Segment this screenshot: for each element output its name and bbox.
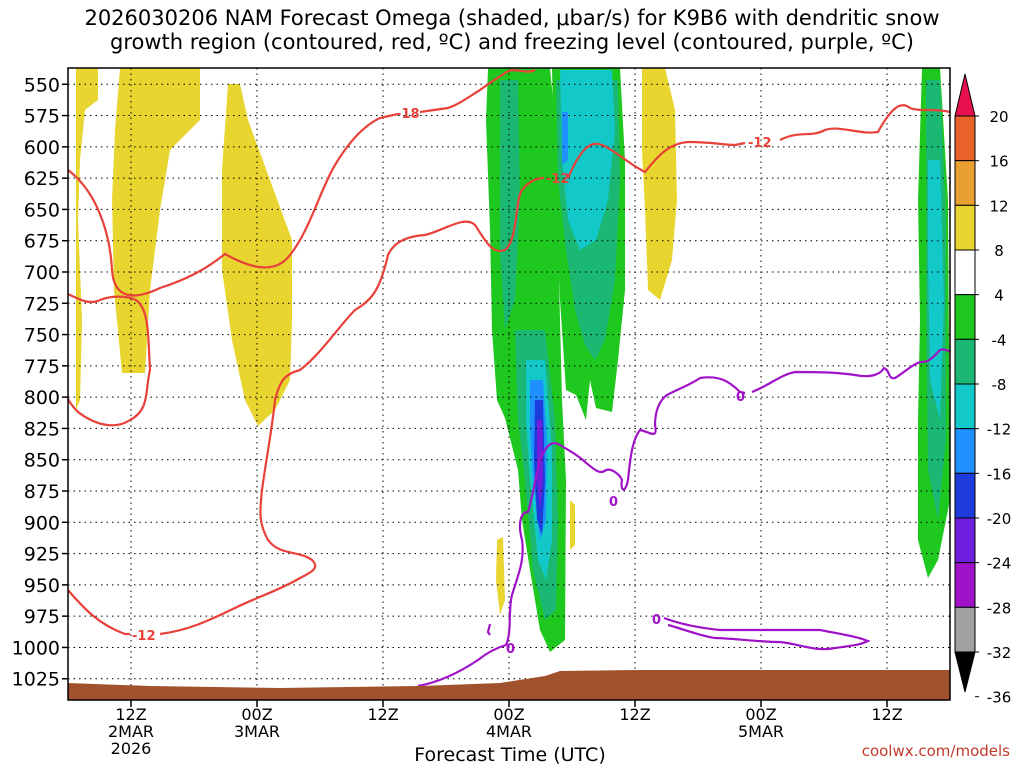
omega-yellow-region-5 — [496, 537, 505, 615]
y-tick-label-800: 800 — [24, 387, 60, 409]
y-tick-label-1000: 1000 — [12, 637, 60, 659]
colorbar-label-3: 8 — [994, 242, 1004, 260]
x-tick-label-3-0: 00Z — [493, 705, 524, 724]
x-tick-label-1-0: 00Z — [241, 705, 272, 724]
red-label-1: -18 — [396, 107, 420, 122]
purple-contours — [417, 348, 950, 688]
y-tick-label-650: 650 — [24, 199, 60, 221]
y-axis: 550 575 600 625 650 675 700 725 750 775 800 825 850 8… — [12, 74, 68, 691]
omega-blue-region-2 — [562, 112, 568, 165]
colorbar-box-5 — [954, 294, 976, 340]
credit-text: coolwx.com/models — [861, 742, 1010, 760]
y-tick-label-850: 850 — [24, 450, 60, 472]
y-tick-label-600: 600 — [24, 137, 60, 159]
colorbar-label-11: -28 — [987, 599, 1012, 617]
red-contour-2 — [68, 293, 152, 427]
x-tick-label-0-0: 12Z — [115, 705, 146, 724]
purple-label-1: 0 — [736, 390, 745, 405]
red-label-2: -12 — [546, 172, 570, 187]
omega-cyan-region-1 — [560, 70, 615, 250]
y-tick-label-925: 925 — [24, 544, 60, 566]
red-contours — [68, 68, 950, 636]
omega-yellow-region-1 — [76, 68, 98, 410]
y-tick-label-825: 825 — [24, 418, 60, 440]
ground-surface — [68, 670, 950, 700]
colorbar-top-arrow — [954, 73, 976, 117]
x-tick-label-0-1: 2MAR — [108, 722, 154, 741]
omega-shading — [76, 68, 950, 652]
x-axis-label: Forecast Time (UTC) — [414, 744, 606, 766]
colorbar-label-12: -32 — [987, 644, 1012, 662]
x-tick-label-4-0: 12Z — [619, 705, 650, 724]
omega-cyan-region-3 — [928, 160, 944, 420]
colorbar-label-1: 16 — [989, 153, 1008, 171]
red-contour-3 — [68, 104, 950, 636]
colorbar-label-7: -12 — [987, 421, 1012, 439]
colorbar-box-7 — [954, 383, 976, 430]
colorbar-label-2: 12 — [989, 197, 1008, 215]
purple-contour-3 — [663, 616, 871, 651]
purple-contour-2 — [486, 623, 492, 636]
colorbar-box-8 — [954, 428, 976, 474]
colorbar-box-1 — [954, 115, 976, 162]
y-tick-label-900: 900 — [24, 512, 60, 534]
purple-label-3: 0 — [652, 613, 661, 628]
title-line-2: growth region (contoured, red, ºC) and f… — [110, 30, 914, 54]
red-contour-1 — [68, 68, 536, 297]
colorbar-label-10: -24 — [987, 555, 1012, 573]
colorbar-label-13: -36 — [987, 689, 1012, 707]
colorbar-box-12 — [954, 606, 976, 653]
colorbar-label-9: -20 — [987, 510, 1012, 528]
colorbar-label-5: -4 — [992, 331, 1007, 349]
colorbar-label-4: 4 — [994, 287, 1004, 305]
purple-label-2: 0 — [609, 495, 618, 510]
omega-yellow-region-6 — [570, 500, 575, 550]
red-label-3: -12 — [748, 136, 772, 151]
colorbar-box-4 — [954, 249, 976, 296]
y-tick-label-675: 675 — [24, 231, 60, 253]
y-tick-label-725: 725 — [24, 293, 60, 315]
purple-contour-labels: 0 0 0 0 — [506, 390, 745, 657]
colorbar: 20 16 12 8 4 -4 -8 -12 -16 -20 -24 -28 -32 -36 — [954, 73, 1012, 707]
colorbar-box-6 — [954, 338, 976, 385]
y-tick-label-550: 550 — [24, 74, 60, 96]
x-tick-label-0-2: 2026 — [111, 739, 152, 758]
y-tick-label-975: 975 — [24, 606, 60, 628]
y-tick-label-775: 775 — [24, 356, 60, 378]
y-tick-label-950: 950 — [24, 575, 60, 597]
x-tick-label-6-0: 12Z — [871, 705, 902, 724]
x-tick-label-1-1: 3MAR — [234, 722, 280, 741]
y-tick-label-700: 700 — [24, 262, 60, 284]
colorbar-box-2 — [954, 160, 976, 206]
x-tick-label-5-1: 5MAR — [738, 722, 784, 741]
red-contour-labels: -18 -12 -12 -12 — [132, 107, 772, 644]
colorbar-label-6: -8 — [992, 376, 1007, 394]
omega-yellow-region-4 — [642, 68, 677, 300]
colorbar-box-3 — [954, 204, 976, 251]
colorbar-box-11 — [954, 562, 976, 608]
title-line-1: 2026030206 NAM Forecast Omega (shaded, μ… — [84, 6, 940, 30]
x-tick-label-5-0: 00Z — [745, 705, 776, 724]
omega-yellow-region-2 — [112, 68, 200, 373]
y-tick-label-750: 750 — [24, 325, 60, 347]
colorbar-bottom-arrow — [954, 651, 976, 693]
y-tick-label-625: 625 — [24, 168, 60, 190]
colorbar-box-10 — [954, 517, 976, 564]
omega-violet-region — [537, 420, 543, 510]
colorbar-label-0: 20 — [989, 108, 1008, 126]
y-tick-label-1025: 1025 — [12, 669, 60, 691]
red-label-4: -12 — [132, 629, 156, 644]
purple-label-4: 0 — [506, 642, 515, 657]
purple-contour-1 — [417, 348, 950, 688]
colorbar-label-8: -16 — [987, 465, 1012, 483]
x-tick-label-3-1: 4MAR — [486, 722, 532, 741]
colorbar-box-9 — [954, 472, 976, 519]
y-tick-label-875: 875 — [24, 481, 60, 503]
chart-title: 2026030206 NAM Forecast Omega (shaded, μ… — [0, 6, 1024, 54]
omega-teal-region-1 — [500, 80, 520, 330]
x-tick-label-2-0: 12Z — [367, 705, 398, 724]
y-tick-label-575: 575 — [24, 106, 60, 128]
